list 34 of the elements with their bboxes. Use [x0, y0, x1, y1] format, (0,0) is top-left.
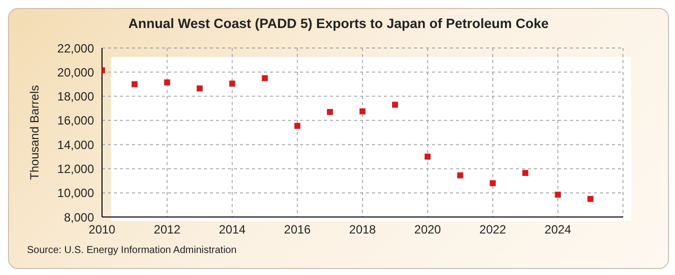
y-tick-label: 22,000: [57, 41, 94, 56]
point: [294, 122, 300, 129]
x-tick-label: 2020: [414, 222, 442, 237]
point: [229, 80, 236, 87]
chart-title: Annual West Coast (PADD 5) Exports to Japan of Petroleum Coke: [127, 16, 550, 31]
y-tick-label: 16,000: [57, 114, 94, 128]
y-tick-label: 18,000: [57, 90, 94, 104]
point: [457, 172, 464, 178]
x-tick-label: 2024: [544, 222, 572, 237]
y-tick-label: 12,000: [57, 162, 94, 176]
point: [196, 85, 203, 92]
point: [522, 170, 528, 176]
y-tick-label: 8,000: [64, 210, 94, 224]
y-tick-label: 20,000: [57, 65, 94, 80]
y-tick-label: 10,000: [57, 186, 94, 200]
x-tick-label: 2012: [154, 222, 181, 237]
point: [360, 108, 366, 114]
point: [554, 192, 561, 198]
point: [392, 102, 398, 108]
point: [132, 81, 138, 88]
x-tick-label: 2014: [218, 222, 246, 237]
point: [424, 154, 431, 160]
point: [326, 108, 333, 115]
y-axis-title: Thousand Barrels: [27, 85, 42, 180]
source-note: Source: U.S. Energy Information Administration: [27, 245, 237, 256]
y-tick-label: 14,000: [57, 138, 94, 152]
x-tick-label: 2018: [349, 222, 376, 237]
point: [164, 79, 170, 86]
point: [262, 75, 268, 82]
x-tick-label: 2016: [284, 222, 312, 237]
point: [490, 180, 496, 186]
point: [587, 196, 594, 202]
x-tick-label: 2010: [88, 222, 116, 237]
x-tick-label: 2022: [479, 222, 506, 237]
